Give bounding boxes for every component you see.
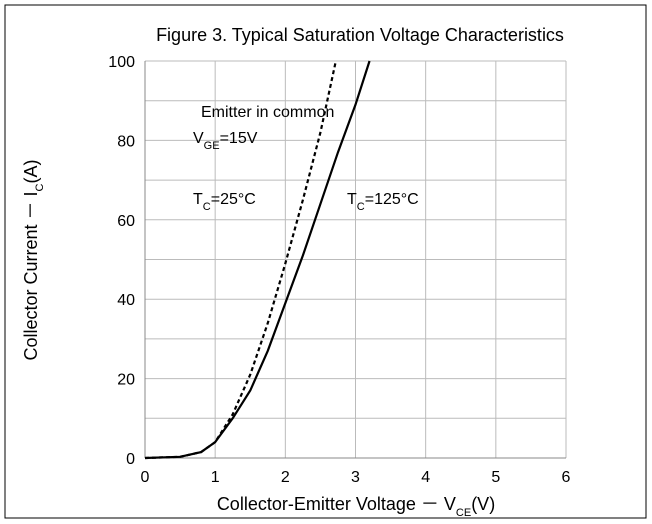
x-axis-label: Collector-Emitter Voltage － VCE(V) [217, 494, 495, 519]
y-axis-label-part: (A) [21, 159, 41, 183]
y-tick-label: 40 [117, 292, 135, 309]
series-label-part: =125°C [365, 191, 419, 208]
series-label-part: T [193, 191, 203, 208]
x-tick-label: 4 [421, 469, 430, 486]
series-label-part: T [347, 191, 357, 208]
y-tick-label: 20 [117, 372, 135, 389]
y-tick-label: 100 [108, 54, 135, 71]
y-tick-label: 0 [126, 451, 135, 468]
x-tick-label: 5 [491, 469, 500, 486]
y-axis-label: Collector Current － IC(A) [21, 159, 46, 360]
annotation: Emitter in common [201, 104, 334, 121]
annotation: VGE=15V [193, 130, 258, 152]
series-label: TC=125°C [347, 191, 419, 213]
chart-title: Figure 3. Typical Saturation Voltage Cha… [156, 25, 564, 45]
x-tick-label: 3 [351, 469, 360, 486]
x-tick-label: 0 [141, 469, 150, 486]
series-line [144, 60, 371, 460]
x-axis-label-part: CE [456, 507, 471, 519]
x-tick-label: 6 [562, 469, 571, 486]
annotation-part: GE [204, 140, 220, 152]
y-axis-label-part: C [34, 183, 46, 191]
y-axis-label-part: Collector Current － I [21, 191, 41, 360]
y-tick-label: 60 [117, 213, 135, 230]
series-label-part: =25°C [211, 191, 256, 208]
series-label: TC=25°C [193, 191, 256, 213]
chart-border [4, 4, 647, 519]
x-axis-label-part: Collector-Emitter Voltage － V [217, 494, 456, 514]
y-tick-label: 80 [117, 133, 135, 150]
x-tick-label: 1 [211, 469, 220, 486]
annotation-part: =15V [220, 130, 258, 147]
annotation-part: Emitter in common [201, 104, 334, 121]
x-tick-label: 2 [281, 469, 290, 486]
series-label-part: C [203, 201, 211, 213]
annotation-part: V [193, 130, 204, 147]
series-label-part: C [357, 201, 365, 213]
x-axis-label-part: (V) [471, 494, 495, 514]
